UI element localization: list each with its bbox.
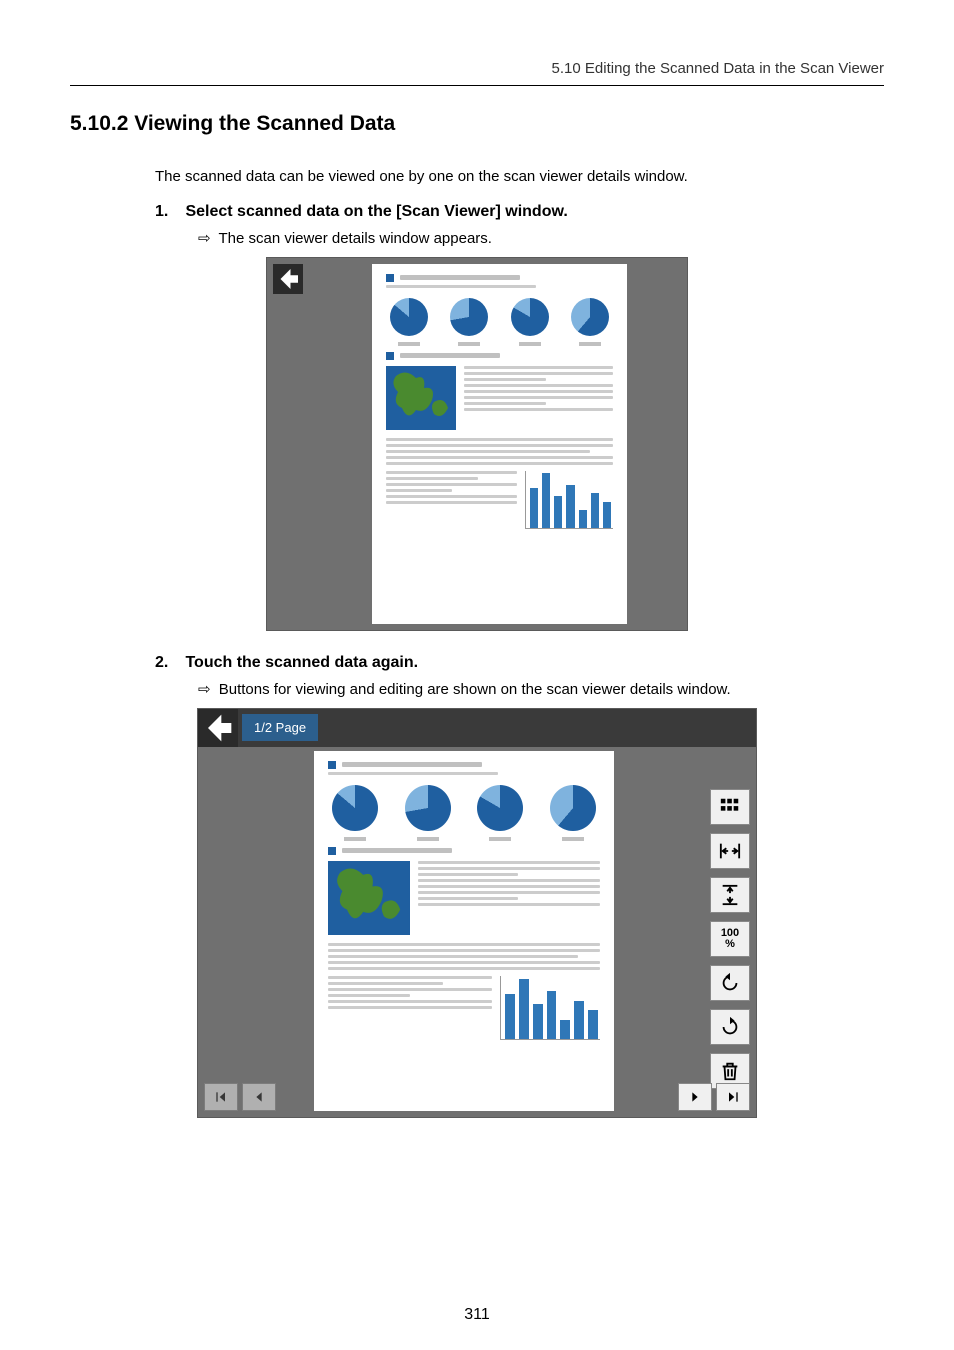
step-1: 1. Select scanned data on the [Scan View…	[155, 203, 884, 221]
grid-icon	[719, 796, 741, 818]
thumbnail-grid-button[interactable]	[710, 789, 750, 825]
first-icon	[213, 1089, 229, 1105]
page-number: 311	[0, 1306, 954, 1324]
document-thumbnail[interactable]	[372, 264, 627, 624]
back-arrow-icon	[273, 264, 303, 294]
step-text: Touch the scanned data again.	[185, 654, 418, 671]
step-number: 1.	[155, 203, 181, 221]
map-icon	[386, 366, 456, 430]
document-thumbnail[interactable]	[314, 751, 614, 1111]
page-indicator: 1/2 Page	[242, 714, 318, 741]
last-page-button[interactable]	[716, 1083, 750, 1111]
rotate-right-icon	[719, 1016, 741, 1038]
fit-height-icon	[719, 884, 741, 906]
viewer-topbar: 1/2 Page	[198, 709, 756, 747]
result-arrow-icon: ⇨	[198, 230, 211, 247]
rotate-left-icon	[719, 972, 741, 994]
intro-paragraph: The scanned data can be viewed one by on…	[155, 166, 884, 189]
step-text: Select scanned data on the [Scan Viewer]…	[185, 203, 567, 220]
back-button[interactable]	[198, 709, 238, 747]
delete-icon	[719, 1060, 741, 1082]
zoom-100-button[interactable]: 100 %	[710, 921, 750, 957]
fit-width-icon	[719, 840, 741, 862]
page-nav-bar	[204, 1083, 750, 1113]
bar-chart-icon	[525, 471, 613, 529]
back-arrow-icon	[198, 708, 238, 748]
rotate-right-button[interactable]	[710, 1009, 750, 1045]
viewer-margin-left	[198, 747, 308, 1081]
result-text: Buttons for viewing and editing are show…	[219, 681, 731, 698]
header-rule	[70, 85, 884, 86]
step-2: 2. Touch the scanned data again.	[155, 654, 884, 672]
fit-height-button[interactable]	[710, 877, 750, 913]
next-icon	[687, 1089, 703, 1105]
result-arrow-icon: ⇨	[198, 681, 211, 698]
step-2-result: ⇨ Buttons for viewing and editing are sh…	[198, 680, 884, 698]
back-button[interactable]	[273, 264, 303, 294]
last-icon	[725, 1089, 741, 1105]
next-page-button[interactable]	[678, 1083, 712, 1111]
figure-1	[70, 257, 884, 636]
result-text: The scan viewer details window appears.	[218, 230, 491, 247]
step-number: 2.	[155, 654, 181, 672]
figure-2: 1/2 Page	[70, 708, 884, 1123]
scan-viewer-basic	[266, 257, 688, 631]
section-title: 5.10.2 Viewing the Scanned Data	[70, 112, 884, 136]
map-icon	[328, 861, 410, 935]
viewer-toolbar: 100 %	[710, 789, 750, 1089]
prev-icon	[251, 1089, 267, 1105]
rotate-left-button[interactable]	[710, 965, 750, 1001]
bar-chart-icon	[500, 976, 600, 1040]
step-1-result: ⇨ The scan viewer details window appears…	[198, 229, 884, 247]
running-header: 5.10 Editing the Scanned Data in the Sca…	[70, 60, 884, 77]
first-page-button[interactable]	[204, 1083, 238, 1111]
prev-page-button[interactable]	[242, 1083, 276, 1111]
scan-viewer-details: 1/2 Page	[197, 708, 757, 1118]
fit-width-button[interactable]	[710, 833, 750, 869]
